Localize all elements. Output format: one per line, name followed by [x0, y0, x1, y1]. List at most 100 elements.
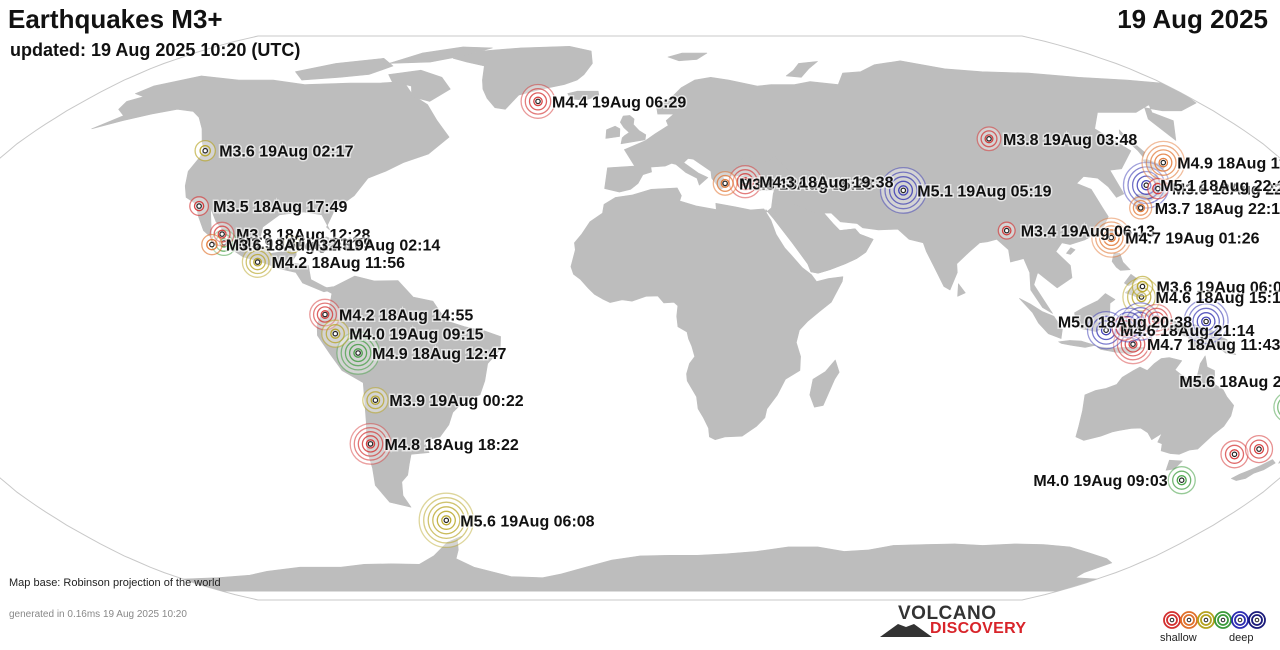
quake-label[interactable]: M3.9 18Aug 21:59: [237, 234, 374, 254]
legend-ring: [1251, 614, 1263, 626]
quake-epicenter: [367, 441, 374, 447]
quake-label[interactable]: M4.0 19Aug 09:03: [1032, 472, 1169, 492]
earthquake-marker[interactable]: [336, 331, 380, 375]
quake-epicenter: [1137, 205, 1144, 211]
earthquake-marker[interactable]: [362, 386, 389, 414]
quake-ring: [1001, 225, 1012, 236]
earthquake-marker[interactable]: [1244, 434, 1274, 464]
earthquake-marker[interactable]: [520, 83, 556, 119]
quake-ring: [1149, 149, 1177, 176]
depth-legend: shallow deep: [1160, 608, 1270, 648]
quake-label[interactable]: M3.9 19Aug 00:22: [388, 392, 525, 412]
quake-epicenter: [1103, 327, 1109, 334]
quake-label[interactable]: M3.8 18Aug 15:28: [738, 175, 875, 195]
quake-ring: [436, 510, 456, 530]
quake-label[interactable]: M4.8 18Aug 18:22: [383, 435, 520, 455]
landmass-ireland: [605, 125, 621, 139]
earthquake-marker[interactable]: [189, 196, 210, 217]
quake-label[interactable]: M5.1 18Aug 22:19: [1159, 177, 1280, 197]
quake-label[interactable]: M3.8 18Aug 12:28: [235, 226, 372, 246]
quake-label[interactable]: M3.7 18Aug 22:17: [1153, 199, 1280, 219]
earthquake-marker[interactable]: [209, 221, 235, 247]
quake-label[interactable]: M3.4 19Aug 02:14: [305, 236, 442, 256]
earthquake-marker[interactable]: [1140, 303, 1173, 336]
legend-ring: [1231, 611, 1249, 629]
quake-ring: [361, 435, 380, 453]
quake-epicenter: [535, 98, 541, 105]
quake-ring: [1102, 229, 1120, 247]
quake-label[interactable]: M4.7 18Aug 11:43: [1146, 336, 1280, 356]
quake-label[interactable]: M4.3 18Aug 19:38: [758, 173, 895, 193]
quake-label[interactable]: M4.6 18Aug 15:15: [1154, 289, 1280, 309]
quake-label[interactable]: M4.4 19Aug 06:29: [551, 93, 688, 113]
quake-ring: [423, 497, 470, 544]
quake-label[interactable]: M5.6 19Aug 06:08: [459, 512, 596, 532]
landmass-borneo: [1074, 293, 1116, 332]
quake-epicenter: [196, 203, 202, 209]
quake-ring: [206, 238, 218, 251]
earthquake-marker[interactable]: [1273, 392, 1280, 422]
legend-dot: [1169, 617, 1175, 623]
volcano-discovery-logo[interactable]: VOLCANO DISCOVERY: [880, 603, 1040, 643]
quake-ring: [193, 200, 205, 212]
quake-label[interactable]: M3.8 19Aug 03:48: [1002, 130, 1139, 150]
quake-ring: [340, 335, 376, 371]
earthquake-marker[interactable]: [201, 233, 223, 256]
quake-ring: [740, 177, 750, 187]
earthquake-marker[interactable]: [997, 221, 1016, 240]
quake-epicenter: [1130, 341, 1136, 348]
quake-label[interactable]: M5.6 18Aug 23:03: [1178, 372, 1280, 392]
quake-label[interactable]: M4.0 19Aug 09:15: [348, 325, 485, 345]
quake-ring: [1176, 475, 1187, 486]
quake-label[interactable]: M4.9 18Aug 11:55: [1176, 154, 1280, 174]
earthquake-marker[interactable]: [194, 139, 216, 162]
earthquake-marker[interactable]: [1141, 140, 1186, 185]
quake-label[interactable]: M5.1 19Aug 05:19: [916, 182, 1053, 202]
earthquake-marker[interactable]: [1091, 217, 1132, 258]
earthquake-marker[interactable]: [976, 126, 1002, 152]
quake-epicenter: [254, 259, 261, 265]
quake-ring: [1106, 233, 1116, 243]
quake-epicenter: [209, 241, 215, 248]
earthquake-marker[interactable]: [1111, 316, 1137, 341]
quake-label[interactable]: M3.4 19Aug 06:13: [1019, 222, 1156, 242]
landmass-svalbard: [667, 52, 708, 62]
quake-label[interactable]: M3.5 18Aug 17:49: [212, 198, 349, 218]
earthquake-marker[interactable]: [1129, 196, 1153, 220]
earthquake-marker[interactable]: [1131, 275, 1154, 298]
earthquake-marker[interactable]: [241, 246, 274, 278]
landmass-java: [1058, 340, 1096, 348]
earthquake-marker[interactable]: [309, 298, 341, 331]
earthquake-marker[interactable]: [321, 319, 350, 348]
quake-label[interactable]: M4.7 19Aug 01:26: [1124, 229, 1261, 249]
quake-label[interactable]: M3.6 19Aug 06:06: [1155, 278, 1280, 298]
quake-label[interactable]: M4.9 18Aug 12:47: [371, 345, 508, 365]
quake-epicenter: [1160, 159, 1167, 166]
quake-epicenter: [1153, 316, 1160, 323]
quake-label[interactable]: M3.6 19Aug 02:17: [218, 142, 355, 162]
earthquake-marker[interactable]: [1167, 466, 1196, 495]
earthquake-marker[interactable]: [282, 235, 302, 254]
earthquake-marker[interactable]: [1147, 177, 1169, 200]
quake-label[interactable]: M5.0 18Aug 20:38: [1056, 313, 1193, 333]
quake-epicenter: [1108, 234, 1115, 241]
earthquake-marker[interactable]: [1183, 298, 1229, 345]
quake-label[interactable]: M4.2 18Aug 14:55: [338, 306, 475, 326]
quake-epicenter: [1155, 185, 1161, 192]
earthquake-marker[interactable]: [1220, 440, 1249, 469]
quake-ring: [980, 130, 998, 148]
quake-label[interactable]: M4.2 18Aug 11:56: [270, 254, 407, 274]
quake-label[interactable]: M3.6 18Aug 22:58: [1170, 180, 1280, 200]
earthquake-marker[interactable]: [349, 422, 392, 465]
quake-ring: [441, 515, 452, 526]
quake-label[interactable]: M4.6 18Aug 21:14: [1119, 322, 1256, 342]
quake-label[interactable]: M3.6 18Aug 12:51: [224, 236, 361, 256]
legend-ring: [1248, 611, 1266, 629]
quake-ring: [249, 253, 266, 271]
quake-ring: [1114, 311, 1142, 339]
generated-note: generated in 0.16ms 19 Aug 2025 10:20: [9, 609, 187, 620]
earthquake-marker[interactable]: [712, 170, 738, 196]
earthquake-marker[interactable]: [418, 492, 475, 549]
quake-ring: [1136, 175, 1157, 195]
earthquake-marker[interactable]: [879, 166, 927, 214]
